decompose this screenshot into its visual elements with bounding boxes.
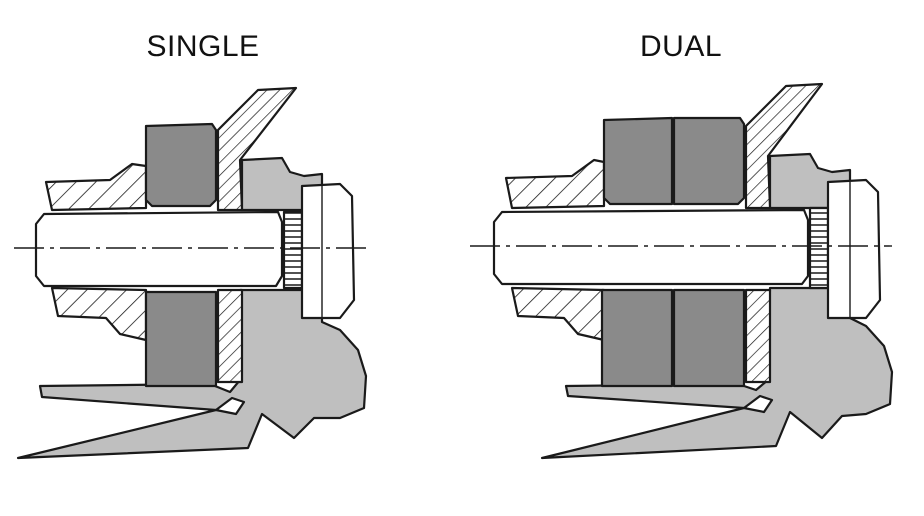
fork-slot-dual	[742, 394, 774, 414]
friction-disc-1-lower-dual	[600, 288, 674, 388]
bushing-lower-single	[50, 286, 148, 342]
knurl-single	[282, 210, 304, 290]
knurl-dual	[808, 206, 830, 290]
friction-disc-2-upper-dual	[672, 116, 746, 206]
bolt-shaft-dual	[492, 208, 810, 286]
friction-disc-1-upper-dual	[602, 116, 674, 206]
hatched-arm-single	[216, 86, 298, 212]
single-assembly	[14, 86, 368, 460]
bolt-head-single	[300, 182, 356, 320]
fork-slot-single	[214, 396, 246, 416]
friction-disc-lower-single	[144, 290, 218, 388]
bushing-dual	[504, 158, 606, 210]
bolt-head-dual	[826, 178, 882, 320]
bushing-single	[44, 162, 148, 212]
bolt-shaft-single	[34, 210, 284, 288]
title-single: SINGLE	[146, 30, 260, 63]
dual-assembly	[470, 82, 894, 460]
hatched-plate-lower-single	[216, 288, 244, 384]
hatched-plate-lower-dual	[744, 288, 772, 384]
bushing-lower-dual	[510, 286, 606, 342]
title-dual: DUAL	[639, 30, 723, 63]
hatched-arm-dual	[744, 82, 824, 210]
friction-disc-2-lower-dual	[672, 288, 746, 388]
friction-disc-upper-single	[144, 122, 218, 208]
